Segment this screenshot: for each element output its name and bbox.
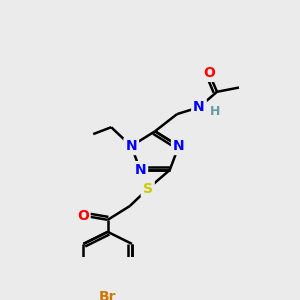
Text: S: S [143, 182, 153, 196]
Text: H: H [210, 105, 220, 118]
Text: N: N [193, 100, 205, 114]
Text: N: N [134, 163, 146, 177]
Text: N: N [173, 139, 184, 153]
Text: Br: Br [99, 290, 116, 300]
Text: O: O [77, 208, 88, 223]
Text: N: N [125, 139, 137, 153]
Text: O: O [203, 66, 215, 80]
